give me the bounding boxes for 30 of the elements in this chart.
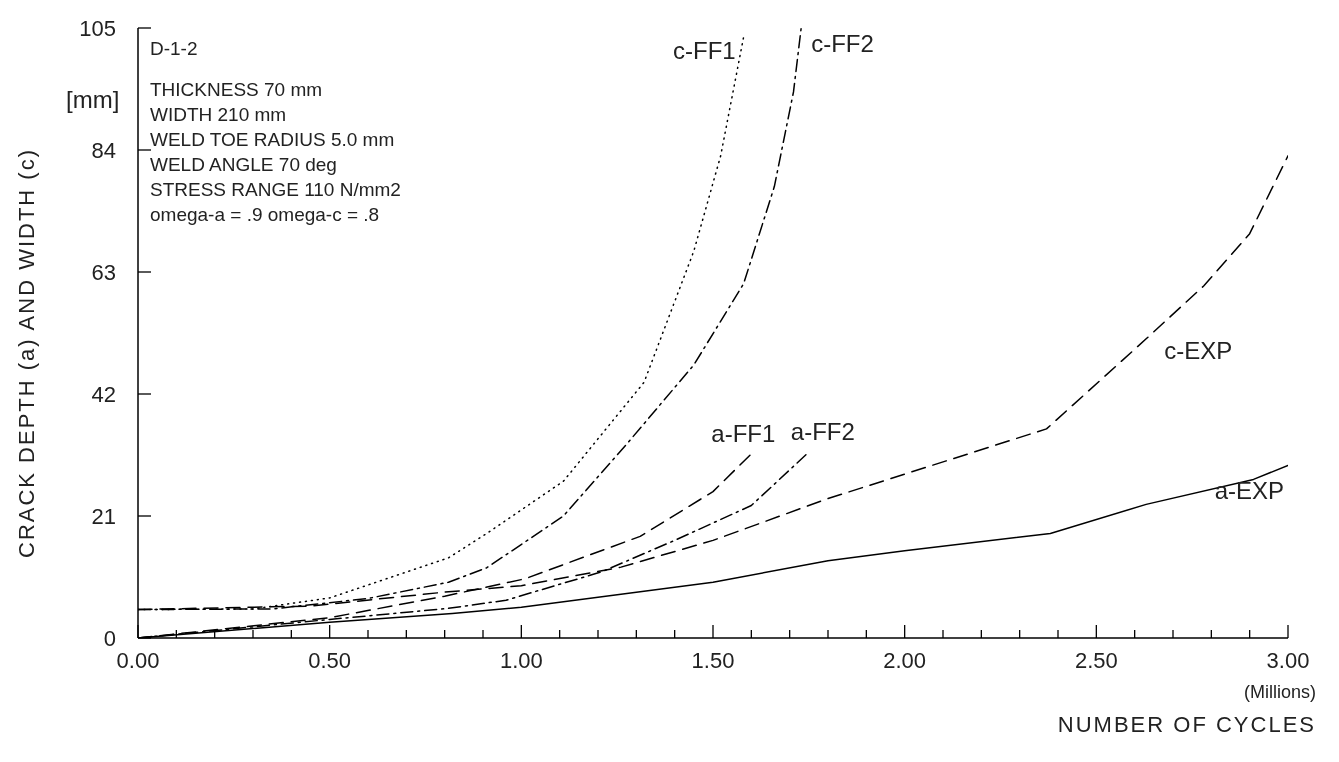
series-label: a-FF2 bbox=[790, 418, 855, 446]
text: [mm] bbox=[66, 86, 120, 114]
series-label: c-FF2 bbox=[811, 30, 874, 57]
y-tick-label: 105 bbox=[79, 16, 116, 41]
x-tick-label: 1.00 bbox=[499, 648, 543, 673]
y-tick-label: 84 bbox=[91, 138, 116, 163]
y-tick-label: 42 bbox=[91, 382, 116, 407]
x-tick-label: 1.50 bbox=[691, 648, 735, 673]
y-tick-label: 63 bbox=[91, 260, 116, 285]
x-tick-label: 3.00 bbox=[1266, 648, 1310, 673]
y-tick-label: 21 bbox=[91, 504, 116, 529]
series-label: a-FF1 bbox=[711, 419, 776, 447]
x-axis-title: NUMBER OF CYCLES bbox=[1057, 712, 1316, 738]
y-axis-title: CRACK DEPTH (a) AND WIDTH (c) bbox=[14, 148, 40, 558]
annotation: THICKNESS 70 mm bbox=[150, 78, 324, 102]
annotation: WELD ANGLE 70 deg bbox=[150, 153, 338, 177]
x-tick-label: 0.00 bbox=[116, 648, 160, 673]
annotation: WELD TOE RADIUS 5.0 mm bbox=[150, 128, 396, 152]
x-tick-label: 2.00 bbox=[883, 648, 927, 673]
annotation: WIDTH 210 mm bbox=[150, 103, 288, 127]
x-tick-label: 2.50 bbox=[1074, 648, 1118, 673]
series-label: c-EXP bbox=[1164, 336, 1233, 364]
annotation: STRESS RANGE 110 N/mm2 bbox=[150, 178, 401, 202]
x-tick-label: 0.50 bbox=[308, 648, 352, 673]
annotation: omega-a = .9 omega-c = .8 bbox=[150, 203, 381, 227]
series-label: a-EXP bbox=[1214, 477, 1284, 505]
annotation: D-1-2 bbox=[150, 37, 199, 61]
text: (Millions) bbox=[1244, 682, 1316, 703]
y-tick-label: 0 bbox=[103, 626, 116, 651]
series-label: c-FF1 bbox=[672, 36, 736, 64]
